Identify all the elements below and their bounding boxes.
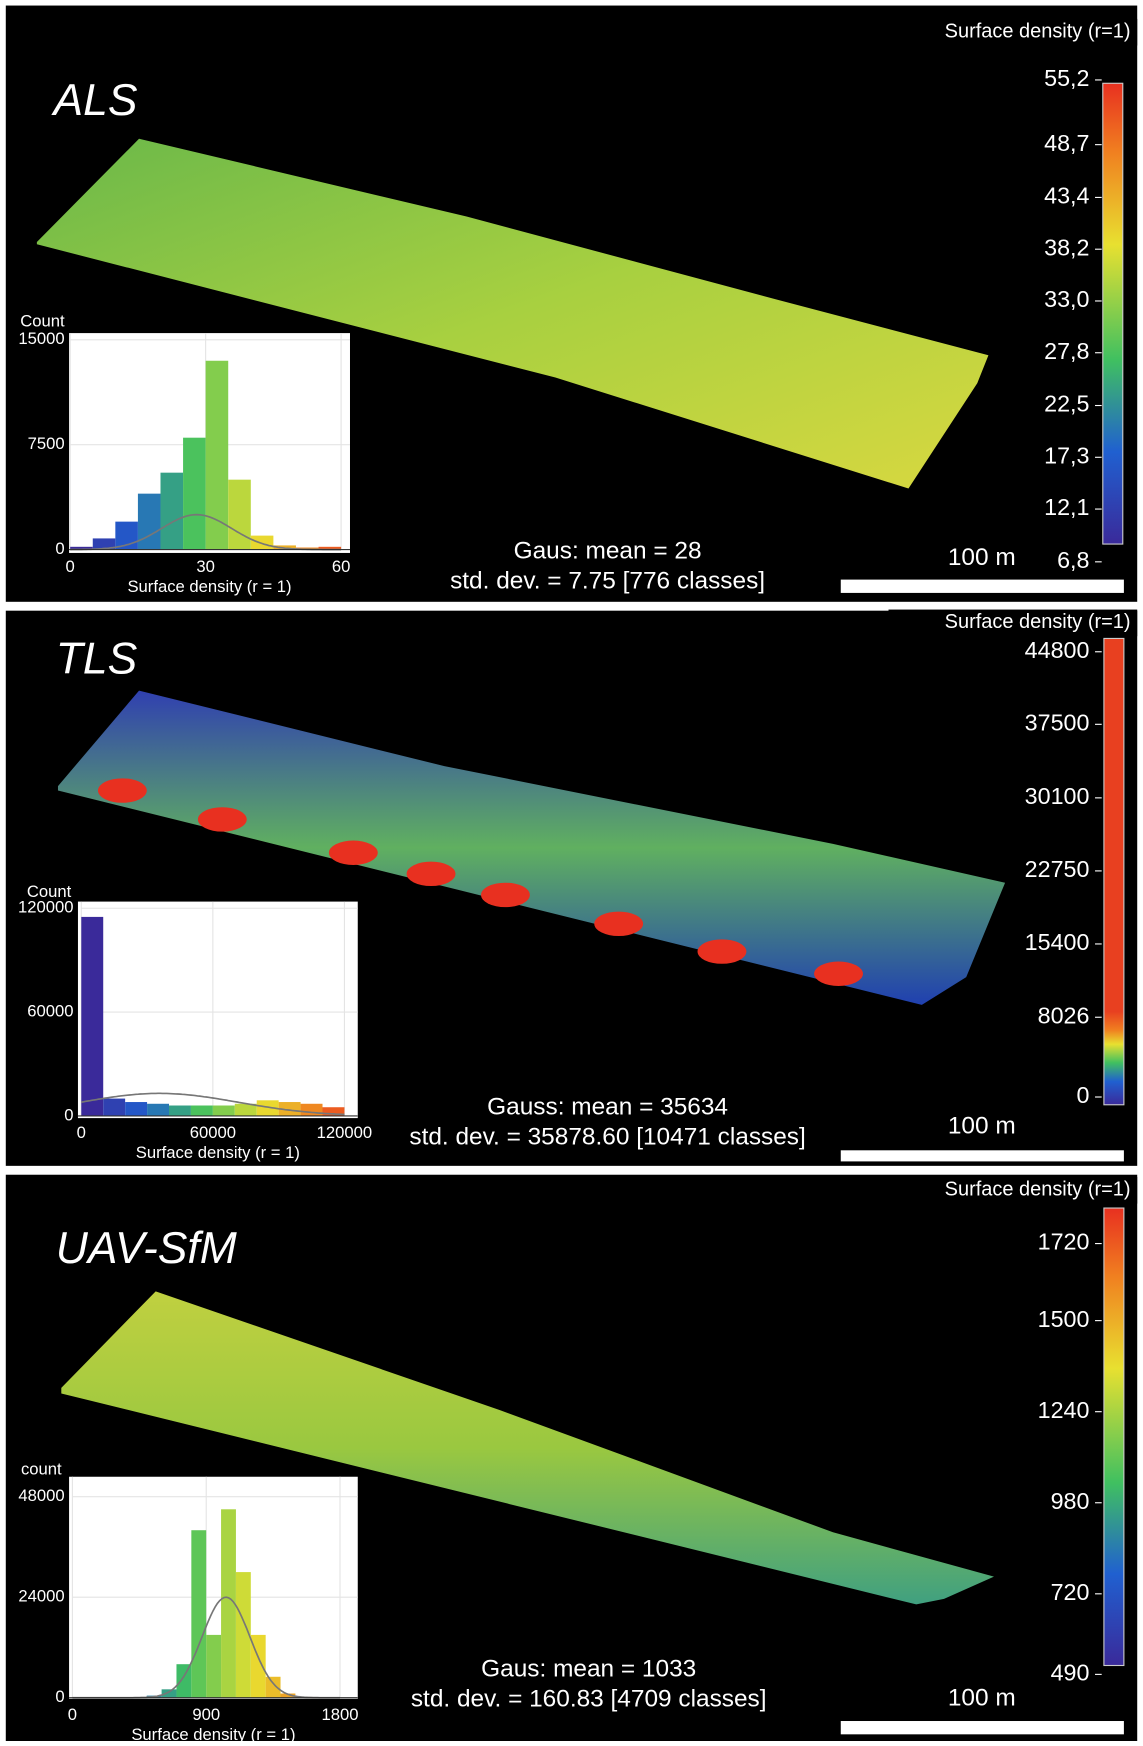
annotation: Gaus: mean = 1033 bbox=[481, 1655, 696, 1682]
histogram-bar bbox=[206, 1635, 221, 1698]
colorbar-tick-label: 22,5 bbox=[1044, 391, 1089, 417]
y-tick-label: 48000 bbox=[18, 1486, 64, 1505]
colorbar-tick-label: 43,4 bbox=[1044, 183, 1089, 209]
colorbar-tick-label: 0 bbox=[1077, 1082, 1090, 1108]
x-axis-label: Surface density (r = 1) bbox=[136, 1143, 300, 1162]
colorbar-tick-label: 27,8 bbox=[1044, 338, 1089, 364]
histogram-bar bbox=[213, 1106, 235, 1116]
x-tick-label: 60000 bbox=[190, 1123, 236, 1142]
colorbar-tick-label: 22750 bbox=[1025, 856, 1090, 882]
y-axis-label: Count bbox=[20, 311, 65, 330]
annotation: std. dev. = 35878.60 [10471 classes] bbox=[409, 1124, 805, 1151]
panel-label: UAV-SfM bbox=[56, 1224, 237, 1273]
histogram-bar bbox=[206, 361, 229, 550]
figure: ALS Surface density (r=1) 55,2 48,7 43,4 38,2… bbox=[0, 0, 1143, 1741]
x-tick-label: 30 bbox=[196, 557, 215, 576]
histogram-bar bbox=[125, 1102, 147, 1116]
scale-bar-label: 100 m bbox=[948, 1112, 1016, 1139]
x-tick-label: 0 bbox=[66, 557, 75, 576]
x-tick-label: 1800 bbox=[321, 1705, 358, 1724]
y-tick-label: 0 bbox=[55, 539, 64, 558]
y-tick-label: 0 bbox=[64, 1105, 73, 1124]
colorbar-tick-label: 1720 bbox=[1038, 1229, 1090, 1255]
scale-bar bbox=[841, 580, 1124, 593]
scale-bar bbox=[841, 1721, 1124, 1734]
x-tick-label: 900 bbox=[192, 1705, 220, 1724]
histogram-bar bbox=[251, 536, 274, 550]
colorbar-tick-label: 1500 bbox=[1038, 1306, 1090, 1332]
colorbar-tick-label: 55,2 bbox=[1044, 65, 1089, 91]
histogram-bar bbox=[160, 473, 183, 550]
panel-label: ALS bbox=[51, 76, 138, 125]
colorbar-tick-label: 15400 bbox=[1025, 929, 1090, 955]
colorbar bbox=[1104, 1208, 1124, 1665]
histogram-bar bbox=[138, 494, 161, 550]
histogram-bar bbox=[266, 1677, 281, 1698]
colorbar-tick-label: 1240 bbox=[1038, 1397, 1090, 1423]
histogram-bar bbox=[228, 480, 251, 550]
colorbar-tick-label: 6,8 bbox=[1057, 547, 1089, 573]
y-tick-label: 0 bbox=[55, 1687, 64, 1706]
histogram-bar bbox=[103, 1099, 125, 1116]
scale-bar-label: 100 m bbox=[948, 544, 1016, 571]
annotation: std. dev. = 7.75 [776 classes] bbox=[450, 567, 765, 594]
x-tick-label: 120000 bbox=[317, 1123, 373, 1142]
annotation: Gaus: mean = 28 bbox=[514, 537, 702, 564]
scale-bar-label: 100 m bbox=[948, 1684, 1016, 1711]
x-tick-label: 0 bbox=[68, 1705, 77, 1724]
histogram-bar bbox=[169, 1106, 191, 1116]
histogram-frame bbox=[78, 902, 358, 1119]
page: {"panels":[ {"label":"ALS","colorbar":{"… bbox=[0, 0, 1143, 1741]
histogram-bar bbox=[81, 917, 103, 1116]
panel-label: TLS bbox=[56, 634, 138, 683]
annotation: Gauss: mean = 35634 bbox=[487, 1094, 728, 1121]
colorbar-tick-label: 33,0 bbox=[1044, 286, 1089, 312]
colorbar-tick-label: 8026 bbox=[1038, 1002, 1090, 1028]
histogram-bar bbox=[176, 1664, 191, 1697]
x-tick-label: 60 bbox=[332, 557, 351, 576]
histogram-bar bbox=[147, 1104, 169, 1116]
y-tick-label: 15000 bbox=[18, 329, 64, 348]
y-tick-label: 7500 bbox=[28, 434, 65, 453]
colorbar-tick-label: 720 bbox=[1051, 1579, 1090, 1605]
y-tick-label: 60000 bbox=[27, 1001, 73, 1020]
histogram-bar bbox=[301, 1104, 323, 1116]
colorbar-tick-label: 48,7 bbox=[1044, 130, 1089, 156]
histogram-bar bbox=[191, 1530, 206, 1697]
colorbar-tick-label: 44800 bbox=[1025, 637, 1090, 663]
y-axis-label: Count bbox=[27, 882, 72, 901]
colorbar-title: Surface density (r=1) bbox=[945, 1179, 1131, 1201]
colorbar-title: Surface density (r=1) bbox=[945, 20, 1131, 42]
y-axis-label: count bbox=[21, 1459, 62, 1478]
annotation: std. dev. = 160.83 [4709 classes] bbox=[411, 1685, 767, 1712]
colorbar-tick-label: 30100 bbox=[1025, 783, 1090, 809]
histogram-bar bbox=[191, 1106, 213, 1116]
colorbar bbox=[1104, 638, 1124, 1104]
colorbar-tick-label: 37500 bbox=[1025, 709, 1090, 735]
y-tick-label: 24000 bbox=[18, 1587, 64, 1606]
colorbar-tick-label: 980 bbox=[1051, 1488, 1090, 1514]
colorbar bbox=[1103, 83, 1123, 544]
colorbar-tick-label: 490 bbox=[1051, 1660, 1090, 1686]
scale-bar bbox=[841, 1150, 1124, 1161]
x-tick-label: 0 bbox=[77, 1123, 86, 1142]
colorbar-tick-label: 12,1 bbox=[1044, 494, 1089, 520]
colorbar-tick-label: 17,3 bbox=[1044, 442, 1089, 468]
colorbar-tick-label: 38,2 bbox=[1044, 234, 1089, 260]
x-axis-label: Surface density (r = 1) bbox=[127, 577, 291, 596]
colorbar-title: Surface density (r=1) bbox=[945, 611, 1131, 633]
histogram-bar bbox=[183, 438, 206, 550]
x-axis-label: Surface density (r = 1) bbox=[131, 1725, 295, 1741]
